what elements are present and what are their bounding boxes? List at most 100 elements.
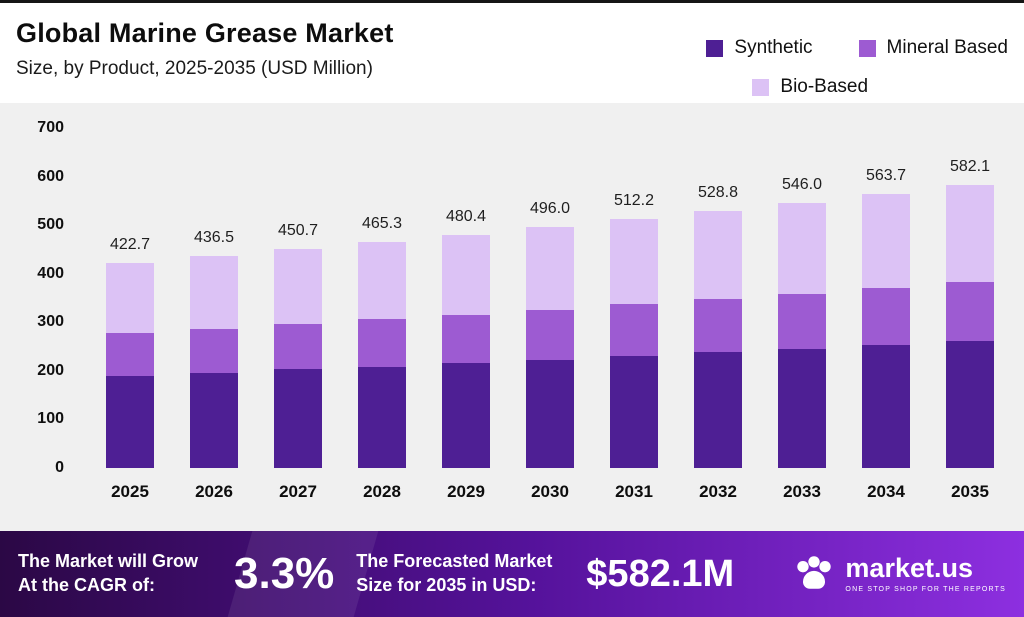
legend-row-1: Synthetic Mineral Based bbox=[706, 37, 1008, 59]
market-us-paw-icon bbox=[797, 556, 832, 589]
bar-column-2031: 512.2 bbox=[592, 128, 676, 468]
segment-bio-based-2035 bbox=[946, 185, 994, 282]
bar-total-label-2033: 546.0 bbox=[781, 175, 823, 193]
bar-stack-2034 bbox=[862, 194, 910, 468]
bar-total-label-2034: 563.7 bbox=[865, 167, 907, 185]
bar-total-label-2032: 528.8 bbox=[697, 184, 739, 202]
brand-tagline: ONE STOP SHOP FOR THE REPORTS bbox=[845, 586, 1006, 593]
y-tick-700: 700 bbox=[37, 119, 64, 136]
y-tick-500: 500 bbox=[37, 216, 64, 234]
segment-synthetic-2034 bbox=[862, 345, 910, 468]
segment-mineral-based-2029 bbox=[442, 314, 490, 364]
forecast-value: $582.1M bbox=[586, 552, 735, 595]
chart-header: Global Marine Grease Market Size, by Pro… bbox=[16, 18, 394, 80]
segment-bio-based-2026 bbox=[190, 256, 238, 329]
y-axis: 0 100 200 300 400 500 600 700 bbox=[0, 119, 64, 476]
bar-stack-2032 bbox=[694, 211, 742, 468]
segment-synthetic-2028 bbox=[358, 366, 406, 468]
segment-synthetic-2025 bbox=[106, 375, 154, 468]
y-tick-600: 600 bbox=[37, 167, 64, 185]
y-tick-200: 200 bbox=[37, 361, 64, 379]
bar-stack-2031 bbox=[610, 219, 658, 468]
segment-mineral-based-2028 bbox=[358, 319, 406, 367]
segment-mineral-based-2031 bbox=[610, 304, 658, 357]
x-label-2029: 2029 bbox=[447, 482, 485, 501]
segment-bio-based-2032 bbox=[694, 211, 742, 300]
y-tick-0: 0 bbox=[55, 459, 64, 476]
x-label-2025: 2025 bbox=[111, 482, 149, 501]
bar-stack-2027 bbox=[274, 249, 322, 468]
bar-column-2033: 546.0 bbox=[760, 128, 844, 468]
bar-column-2028: 465.3 bbox=[340, 128, 424, 468]
bar-column-2035: 582.1 bbox=[928, 128, 1012, 468]
legend-item-bio-based: Bio-Based bbox=[752, 76, 868, 98]
legend-label: Synthetic bbox=[734, 37, 813, 58]
segment-synthetic-2032 bbox=[694, 352, 742, 468]
segment-bio-based-2025 bbox=[106, 262, 154, 334]
segment-mineral-based-2027 bbox=[274, 323, 322, 370]
segment-synthetic-2031 bbox=[610, 356, 658, 468]
segment-mineral-based-2030 bbox=[526, 309, 574, 360]
bar-column-2030: 496.0 bbox=[508, 128, 592, 468]
legend-row-2: Bio-Based bbox=[752, 76, 1008, 98]
legend-label: Bio-Based bbox=[780, 76, 869, 97]
y-tick-400: 400 bbox=[37, 264, 64, 282]
brand-text: market.us ONE STOP SHOP FOR THE REPORTS bbox=[845, 553, 1006, 594]
bar-total-label-2028: 465.3 bbox=[361, 215, 403, 233]
bar-column-2029: 480.4 bbox=[424, 128, 508, 468]
bar-stack-2033 bbox=[778, 202, 826, 468]
bar-column-2034: 563.7 bbox=[844, 128, 928, 468]
brand-logo: market.us ONE STOP SHOP FOR THE REPORTS bbox=[793, 553, 1006, 595]
y-tick-100: 100 bbox=[37, 410, 64, 428]
x-label-2028: 2028 bbox=[363, 482, 401, 501]
segment-mineral-based-2025 bbox=[106, 333, 154, 376]
legend-swatch-icon bbox=[858, 39, 876, 57]
x-label-2035: 2035 bbox=[951, 482, 989, 501]
segment-mineral-based-2033 bbox=[778, 293, 826, 349]
bar-total-label-2025: 422.7 bbox=[109, 235, 151, 253]
segment-synthetic-2027 bbox=[274, 369, 322, 468]
segment-synthetic-2030 bbox=[526, 359, 574, 468]
bar-column-2026: 436.5 bbox=[172, 128, 256, 468]
segment-mineral-based-2032 bbox=[694, 299, 742, 353]
bar-stack-2026 bbox=[190, 256, 238, 468]
page-subtitle: Size, by Product, 2025-2035 (USD Million… bbox=[16, 58, 373, 79]
cagr-label: The Market will Grow At the CAGR of: bbox=[18, 551, 199, 595]
legend-label: Mineral Based bbox=[886, 37, 1008, 58]
forecast-label: The Forecasted Market Size for 2035 in U… bbox=[356, 551, 553, 595]
bar-stack-2028 bbox=[358, 242, 406, 468]
segment-mineral-based-2035 bbox=[946, 281, 994, 342]
page-title: Global Marine Grease Market bbox=[16, 18, 394, 48]
plot-area: 422.7 436.5 450.7 465.3 480.4 496.0 512.2 528.8… bbox=[88, 128, 1012, 468]
segment-synthetic-2029 bbox=[442, 363, 490, 468]
bar-column-2027: 450.7 bbox=[256, 128, 340, 468]
bar-total-label-2027: 450.7 bbox=[277, 222, 319, 240]
footer-banner: The Market will Grow At the CAGR of: 3.3… bbox=[0, 531, 1024, 617]
segment-bio-based-2028 bbox=[358, 242, 406, 320]
y-tick-300: 300 bbox=[37, 313, 64, 331]
segment-synthetic-2035 bbox=[946, 341, 994, 468]
bar-stack-2035 bbox=[946, 185, 994, 468]
x-label-2030: 2030 bbox=[531, 482, 569, 501]
bar-total-label-2031: 512.2 bbox=[613, 192, 655, 210]
brand-name: market.us bbox=[845, 553, 973, 583]
segment-bio-based-2027 bbox=[274, 249, 322, 324]
cagr-value: 3.3% bbox=[234, 549, 335, 598]
legend-swatch-icon bbox=[706, 39, 724, 57]
bar-stack-2029 bbox=[442, 234, 490, 468]
x-label-2033: 2033 bbox=[783, 482, 821, 501]
legend-item-mineral-based: Mineral Based bbox=[858, 37, 1008, 59]
bar-column-2025: 422.7 bbox=[88, 128, 172, 468]
x-label-2026: 2026 bbox=[195, 482, 233, 501]
bar-total-label-2035: 582.1 bbox=[949, 158, 991, 176]
bar-column-2032: 528.8 bbox=[676, 128, 760, 468]
segment-bio-based-2029 bbox=[442, 234, 490, 315]
bar-total-label-2026: 436.5 bbox=[193, 229, 235, 247]
segment-synthetic-2026 bbox=[190, 372, 238, 468]
segment-bio-based-2030 bbox=[526, 227, 574, 310]
bar-total-label-2029: 480.4 bbox=[445, 207, 487, 225]
segment-synthetic-2033 bbox=[778, 349, 826, 468]
bar-total-label-2030: 496.0 bbox=[529, 200, 571, 218]
segment-bio-based-2033 bbox=[778, 202, 826, 294]
